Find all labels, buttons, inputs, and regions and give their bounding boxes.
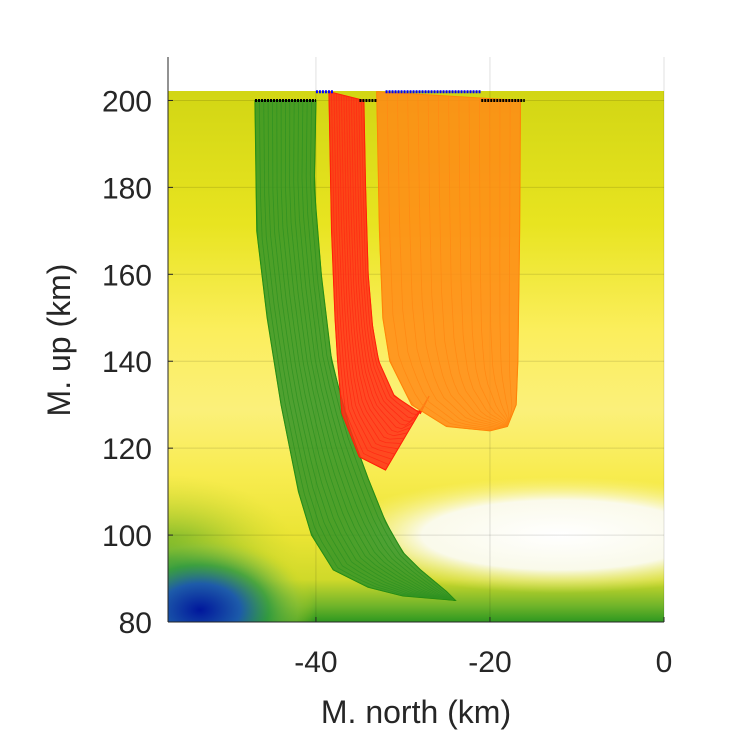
series-2-ray-6 [438,95,508,427]
series-0-ray-2 [263,100,456,601]
x-axis-label: M. north (km) [321,694,511,730]
series-1-ray-10 [353,97,417,426]
x-tick-label-2: 0 [656,646,673,679]
series-layer [254,91,522,602]
series-1-ray-8 [348,96,411,433]
series-0-ray-13 [309,100,456,601]
series-0-ray-11 [301,100,456,601]
series-1-ray-14 [363,100,430,412]
series-0-ray-4 [272,100,456,601]
x-tick-labels: -40 -20 0 [294,646,672,679]
series-1-ray-13 [360,99,427,416]
series-1-ray-9 [351,97,414,430]
series-2-ray-8 [458,96,508,427]
series-1-sheen [329,91,430,470]
series-2-ray-7 [448,96,508,427]
series-1-ray-5 [341,94,402,444]
series-2-ray-10 [479,97,508,427]
series-0-ray-3 [267,100,456,601]
plot-area [167,57,665,623]
series-2-sheen [376,91,521,431]
y-tick-labels: 80 100 120 140 160 180 200 [102,85,152,640]
series-0 [254,99,457,602]
x-tick-label-0: -40 [294,646,337,679]
y-tick-label-2: 120 [102,433,152,466]
series-0-ray-7 [285,100,456,601]
series-2-ray-3 [407,93,508,428]
series-1-ray-1 [331,92,389,465]
y-tick-label-4: 160 [102,259,152,292]
y-tick-label-5: 180 [102,172,152,205]
series-2-ray-4 [417,94,508,427]
y-axis-label: M. up (km) [41,264,77,417]
series-2-ray-5 [427,94,508,427]
series-1-ray-7 [346,96,408,437]
series-2-ray-0 [376,91,508,431]
series-0-ray-10 [297,100,456,601]
series-0-sheen [255,100,456,601]
series-1 [328,91,430,471]
x-tick-label-1: -20 [468,646,511,679]
series-2-ray-2 [397,92,508,429]
series-2-ray-12 [499,99,510,427]
series-0-ray-5 [276,100,456,601]
series-1-ray-12 [358,99,424,419]
series-0-ray-1 [259,100,456,601]
series-0-ray-6 [280,100,456,601]
series-2-ray-1 [386,92,508,430]
top-markers [255,90,525,102]
series-1-ray-0 [328,91,386,471]
series-0-ray-0 [254,100,456,601]
series-0-ray-14 [314,100,456,601]
series-2-ray-13 [507,99,513,427]
series-2 [376,91,522,432]
series-1-ray-3 [336,93,396,455]
series-0-ray-9 [293,100,456,601]
series-2-ray-11 [489,98,508,427]
series-2-ray-9 [468,97,508,427]
series-1-ray-4 [338,94,399,450]
series-0-ray-12 [305,100,456,601]
series-1-ray-6 [343,95,405,440]
series-2-ray-14 [507,100,521,427]
series-0-ray-8 [289,100,456,601]
y-tick-label-0: 80 [119,607,152,640]
heatmap-minimum [168,535,315,622]
y-tick-label-1: 100 [102,520,152,553]
series-1-ray-2 [333,92,392,460]
y-tick-label-3: 140 [102,346,152,379]
series-1-ray-11 [355,98,420,423]
y-tick-label-6: 200 [102,85,152,118]
